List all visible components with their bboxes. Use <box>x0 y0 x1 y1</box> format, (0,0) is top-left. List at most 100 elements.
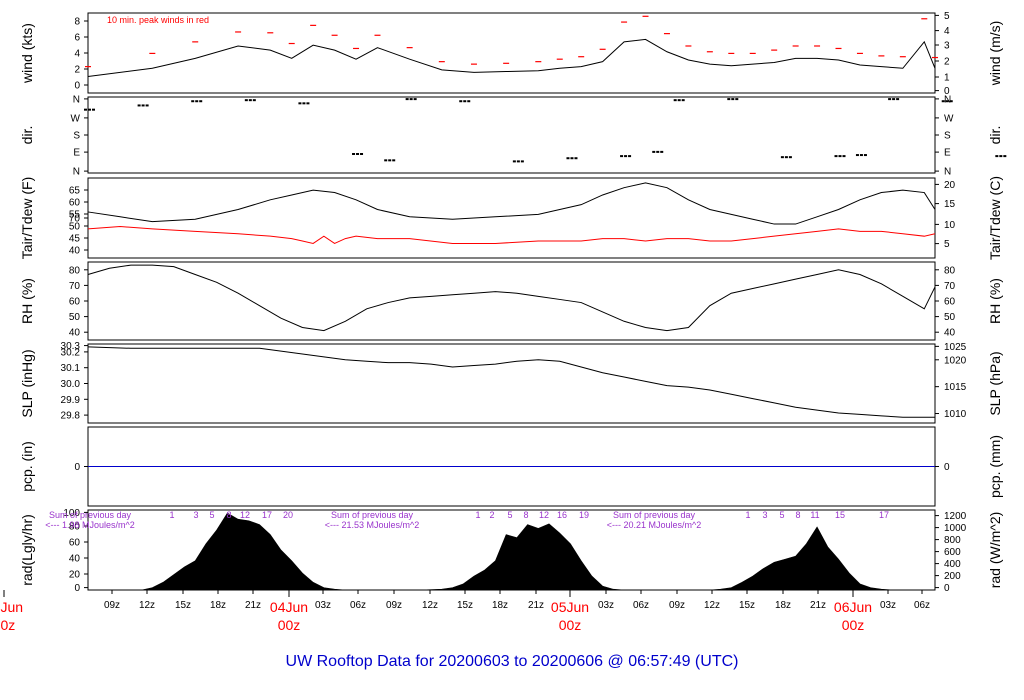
left-axis-label: RH (%) <box>19 278 35 324</box>
time-axis: 09z 12z 15z 18z 21z 03z 06z 09z 12z 15z 18z 21z 03z 0… <box>0 590 930 633</box>
direction-point <box>195 100 199 103</box>
left-tick-label: 0 <box>74 81 80 92</box>
direction-point <box>681 99 685 102</box>
left-tick-label: 40 <box>69 328 81 339</box>
direction-point <box>788 156 792 159</box>
time-tick-label: 12z <box>422 600 438 611</box>
sun-hour-mark: 8 <box>523 510 528 520</box>
direction-point <box>392 159 396 162</box>
left-axis-label: rad(Lgly/hr) <box>19 514 35 586</box>
left-tick-label: 60 <box>69 297 81 308</box>
left-tick-label: 65 <box>69 186 81 197</box>
left-tick-label: 29.8 <box>61 411 81 422</box>
right-tick-label: 200 <box>944 571 961 582</box>
left-axis-label: SLP (inHg) <box>19 349 35 417</box>
direction-point <box>570 157 574 160</box>
direction-point <box>660 150 664 153</box>
time-tick-label: 06z <box>633 600 649 611</box>
right-tick-label: 70 <box>944 281 956 292</box>
right-axis-label: pcp. (mm) <box>987 435 1003 498</box>
right-tick-label: 1015 <box>944 382 967 393</box>
direction-point <box>842 155 846 158</box>
right-tick-label: 2 <box>944 57 950 68</box>
sun-hour-mark: 19 <box>579 510 589 520</box>
time-tick-label: 21z <box>528 600 544 611</box>
sun-hour-mark: 3 <box>762 510 767 520</box>
time-tick-label: 03z <box>315 600 331 611</box>
right-tick-label: S <box>944 131 951 142</box>
panel-4: 40 50 60 70 80 40 50 60 70 80 RH (%) RH (%) <box>19 261 1003 341</box>
direction-point <box>1003 155 1007 158</box>
sun-hour-mark: 20 <box>283 510 293 520</box>
sun-hour-mark: 15 <box>835 510 845 520</box>
time-tick-label: 18z <box>492 600 508 611</box>
right-tick-label: 50 <box>944 312 956 323</box>
left-tick-label: 30.2 <box>61 347 81 358</box>
right-axis-label: Tair/Tdew (C) <box>987 176 1003 260</box>
date-label-hour: 00z <box>559 617 582 633</box>
right-tick-label: 3 <box>944 41 950 52</box>
date-label-day: 04Jun <box>270 599 308 615</box>
series-line <box>87 264 936 332</box>
time-tick-label: 03z <box>880 600 896 611</box>
direction-point <box>652 150 656 153</box>
left-tick-label: W <box>71 113 81 124</box>
time-tick-label: 09z <box>669 600 685 611</box>
left-tick-label: 30.0 <box>61 379 81 390</box>
time-tick-label: 18z <box>775 600 791 611</box>
sun-hour-mark: 3 <box>193 510 198 520</box>
radiation-sum-value: <--- 1.98 MJoules/m^2 <box>45 520 135 530</box>
time-tick-label: 12z <box>139 600 155 611</box>
direction-point <box>863 154 867 157</box>
direction-point <box>855 154 859 157</box>
direction-point <box>512 160 516 163</box>
right-tick-label: 15 <box>944 199 956 210</box>
left-tick-label: 30.1 <box>61 363 81 374</box>
direction-point <box>298 102 302 105</box>
direction-point <box>84 108 87 111</box>
radiation-sum-value: <--- 21.53 MJoules/m^2 <box>325 520 420 530</box>
direction-point <box>941 100 945 103</box>
right-tick-label: 60 <box>944 297 956 308</box>
series-line <box>87 38 936 78</box>
time-tick-label: 21z <box>810 600 826 611</box>
time-tick-label: 12z <box>704 600 720 611</box>
left-tick-label: 0 <box>74 462 80 473</box>
direction-point <box>137 104 141 107</box>
direction-point <box>306 102 310 105</box>
sun-hour-mark: 17 <box>262 510 272 520</box>
time-tick-label: 03z <box>598 600 614 611</box>
direction-point <box>727 98 731 101</box>
right-axis-label: wind (m/s) <box>987 21 1003 87</box>
direction-point <box>784 156 788 159</box>
direction-point <box>248 99 252 102</box>
left-tick-label: 2 <box>74 65 80 76</box>
sun-hour-mark: 1 <box>169 510 174 520</box>
left-tick-label: 100 <box>63 508 80 519</box>
right-tick-label: N <box>944 167 951 178</box>
left-tick-label: N <box>73 94 80 105</box>
left-tick-label: S <box>73 131 80 142</box>
time-tick-label: 15z <box>739 600 755 611</box>
time-tick-label: 06z <box>914 600 930 611</box>
direction-point <box>735 98 739 101</box>
direction-point <box>360 153 364 155</box>
direction-point <box>92 108 95 111</box>
sun-hour-mark: 17 <box>879 510 889 520</box>
panel-1: 0 2 4 6 8 0 1 2 3 4 5 wind (kts) wind (m/s) 10 min. p… <box>19 11 1003 97</box>
left-tick-label: 40 <box>69 554 81 565</box>
direction-point <box>628 155 632 158</box>
right-tick-label: 1020 <box>944 355 967 366</box>
direction-point <box>838 155 842 158</box>
right-tick-label: 1 <box>944 73 950 84</box>
radiation-sum-label: Sum of previous day <box>49 510 132 520</box>
date-label-day: 06Jun <box>834 599 872 615</box>
right-axis-label: dir. <box>987 126 1003 145</box>
date-label-day: 03Jun <box>0 599 23 615</box>
direction-point <box>463 100 467 103</box>
left-tick-label: 40 <box>69 246 81 257</box>
direction-point <box>520 160 524 163</box>
right-tick-label: 40 <box>944 328 956 339</box>
